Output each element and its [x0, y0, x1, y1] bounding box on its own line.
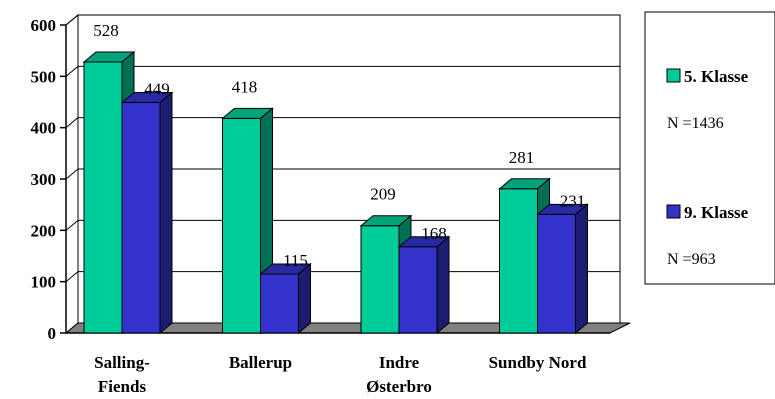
legend-note: N =963: [667, 251, 716, 268]
y-tick-label: 0: [48, 324, 57, 343]
data-label: 209: [370, 185, 396, 204]
bar-series2: [537, 213, 576, 334]
bar-series2: [121, 102, 161, 334]
legend-swatch: [666, 204, 681, 219]
y-tick-label: 500: [31, 67, 57, 86]
bar-series2: [260, 273, 299, 334]
data-label: 281: [509, 148, 535, 167]
bar-series1: [222, 117, 261, 334]
y-tick-label: 300: [31, 170, 57, 189]
data-label: 418: [232, 77, 258, 96]
bar-series1: [499, 188, 538, 334]
data-label: 168: [421, 224, 447, 243]
bar-side: [436, 235, 450, 335]
x-tick-label: Ballerup: [229, 353, 292, 372]
bar-series2: [398, 246, 438, 334]
bar-series1: [360, 225, 400, 334]
data-label: 528: [93, 21, 119, 40]
gridline-side: [65, 65, 79, 77]
data-label: 231: [560, 191, 586, 210]
gridline-side: [65, 14, 79, 26]
legend-swatch: [666, 68, 681, 83]
bar-side: [575, 203, 588, 335]
gridline-side: [65, 168, 79, 180]
legend: 5. Klasse N =1436 9. Klasse N =963: [644, 11, 775, 285]
legend-label: 5. Klasse: [684, 67, 749, 86]
x-tick-label: Indre Østerbro: [366, 353, 432, 396]
legend-label: 9. Klasse: [684, 203, 749, 222]
bar-side: [159, 91, 173, 335]
y-tick-label: 100: [31, 273, 57, 292]
gridline-side: [65, 117, 79, 129]
y-tick-label: 600: [31, 16, 57, 35]
data-label: 449: [144, 80, 170, 99]
legend-note: N =1436: [667, 115, 724, 132]
y-tick-label: 200: [31, 221, 57, 240]
gridline-side: [65, 219, 79, 231]
bars: [82, 50, 589, 335]
x-axis-labels: Salling-Fiends Ballerup Indre Østerbro Sundb…: [94, 353, 587, 396]
legend-box: [644, 11, 775, 285]
gridline-side: [65, 271, 79, 283]
data-labels: 528 449 418 115 209 168 281 231: [93, 21, 585, 270]
y-tick-label: 400: [31, 119, 57, 138]
data-label: 115: [283, 251, 308, 270]
bar-side: [298, 262, 311, 335]
x-tick-label: Salling-Fiends: [94, 353, 150, 396]
x-tick-label: Sundby Nord: [489, 353, 587, 372]
bar-series1: [83, 61, 123, 334]
